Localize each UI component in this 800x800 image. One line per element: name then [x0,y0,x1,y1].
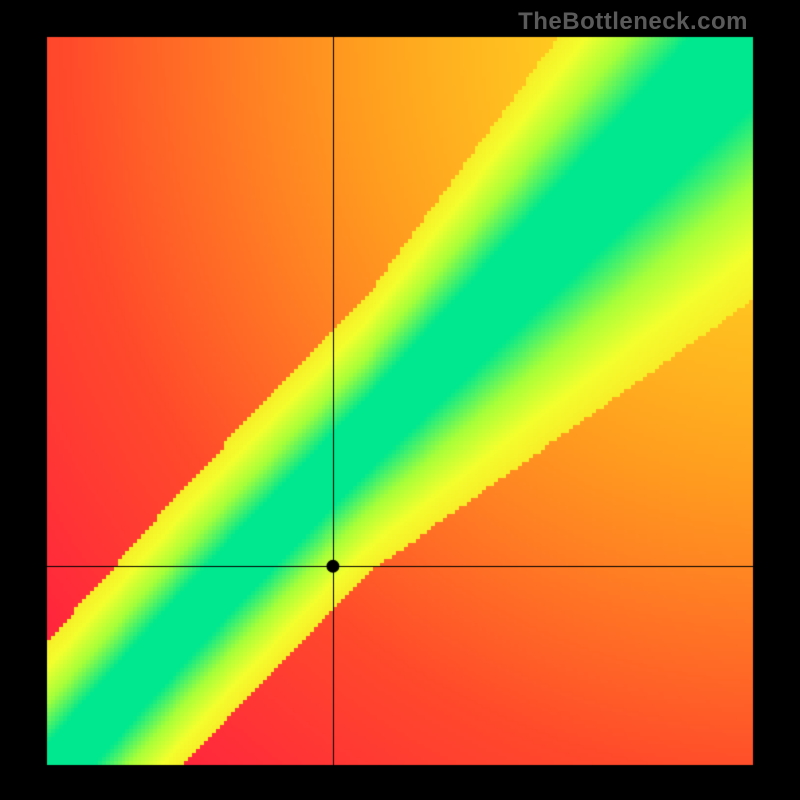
bottleneck-heatmap [0,0,800,800]
chart-container: { "watermark": { "text": "TheBottleneck.… [0,0,800,800]
watermark-text: TheBottleneck.com [518,8,748,36]
